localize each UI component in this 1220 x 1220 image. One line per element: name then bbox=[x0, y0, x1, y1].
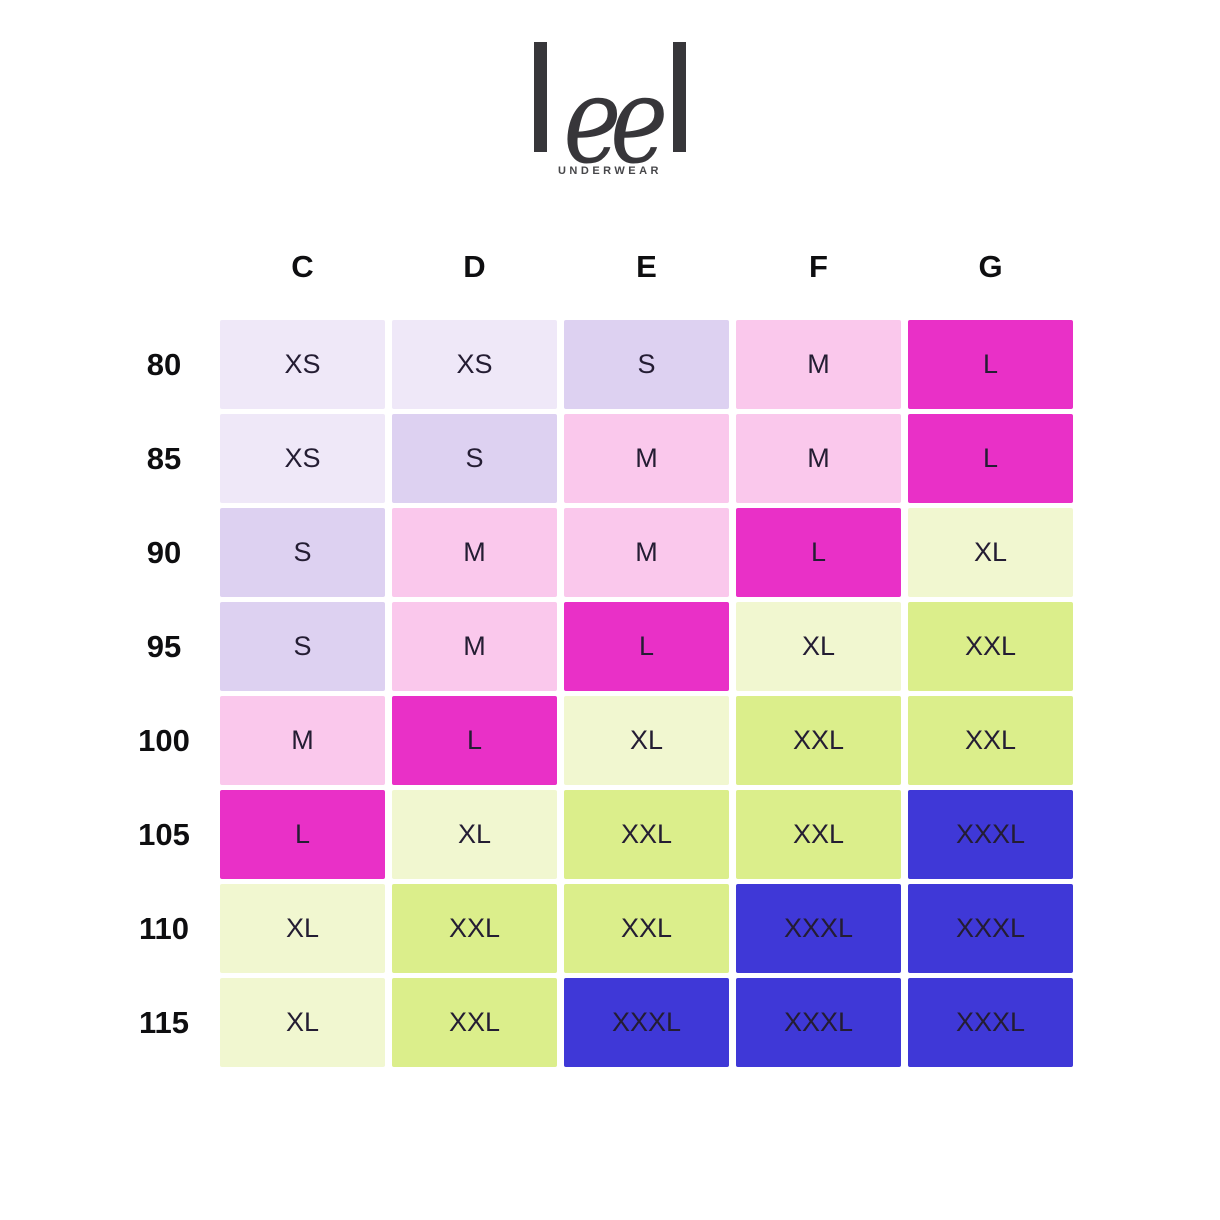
size-cell-80-g: L bbox=[908, 320, 1073, 409]
row-label-80: 80 bbox=[146, 346, 182, 382]
size-cell-90-f: L bbox=[736, 508, 901, 597]
size-cell-105-f: XXL bbox=[736, 790, 901, 879]
size-cell-85-d: S bbox=[392, 414, 557, 503]
size-cell-80-f: M bbox=[736, 320, 901, 409]
column-header-e: E bbox=[636, 248, 657, 284]
size-cell-100-e: XL bbox=[564, 696, 729, 785]
column-header-c: C bbox=[291, 248, 314, 284]
size-cell-105-c: L bbox=[220, 790, 385, 879]
size-cell-95-f: XL bbox=[736, 602, 901, 691]
size-chart: C D E F G 80 XS XS S M L 85 XS S M M L 90 S M M L XL 95 S M L XL XXL… bbox=[130, 240, 1073, 1067]
brand-tagline: UNDERWEAR bbox=[557, 165, 663, 177]
size-cell-90-c: S bbox=[220, 508, 385, 597]
size-cell-115-e: XXXL bbox=[564, 978, 729, 1067]
size-cell-90-e: M bbox=[564, 508, 729, 597]
chart-corner bbox=[130, 240, 213, 315]
size-cell-80-c: XS bbox=[220, 320, 385, 409]
size-cell-80-e: S bbox=[564, 320, 729, 409]
size-cell-115-g: XXXL bbox=[908, 978, 1073, 1067]
size-cell-95-d: M bbox=[392, 602, 557, 691]
column-header-g: G bbox=[978, 248, 1003, 284]
size-cell-85-g: L bbox=[908, 414, 1073, 503]
size-cell-100-f: XXL bbox=[736, 696, 901, 785]
size-cell-100-c: M bbox=[220, 696, 385, 785]
size-cell-100-g: XXL bbox=[908, 696, 1073, 785]
size-cell-105-d: XL bbox=[392, 790, 557, 879]
brand-header: ee UNDERWEAR bbox=[0, 42, 1220, 182]
size-cell-105-g: XXXL bbox=[908, 790, 1073, 879]
size-cell-105-e: XXL bbox=[564, 790, 729, 879]
size-cell-110-f: XXXL bbox=[736, 884, 901, 973]
row-label-100: 100 bbox=[138, 722, 190, 758]
size-cell-85-e: M bbox=[564, 414, 729, 503]
size-cell-110-g: XXXL bbox=[908, 884, 1073, 973]
size-cell-95-c: S bbox=[220, 602, 385, 691]
size-cell-115-f: XXXL bbox=[736, 978, 901, 1067]
size-cell-90-d: M bbox=[392, 508, 557, 597]
size-cell-90-g: XL bbox=[908, 508, 1073, 597]
size-cell-85-c: XS bbox=[220, 414, 385, 503]
size-cell-110-d: XXL bbox=[392, 884, 557, 973]
column-header-d: D bbox=[463, 248, 486, 284]
logo-letter-l-left bbox=[533, 42, 547, 152]
row-label-85: 85 bbox=[146, 440, 182, 476]
size-cell-100-d: L bbox=[392, 696, 557, 785]
brand-logo: ee bbox=[533, 42, 687, 182]
row-label-105: 105 bbox=[138, 816, 190, 852]
size-cell-95-g: XXL bbox=[908, 602, 1073, 691]
logo-letters-ee: ee bbox=[563, 52, 668, 191]
size-cell-110-c: XL bbox=[220, 884, 385, 973]
row-label-95: 95 bbox=[146, 628, 182, 664]
column-header-f: F bbox=[809, 248, 828, 284]
size-cell-110-e: XXL bbox=[564, 884, 729, 973]
size-cell-115-d: XXL bbox=[392, 978, 557, 1067]
size-cell-95-e: L bbox=[564, 602, 729, 691]
size-cell-85-f: M bbox=[736, 414, 901, 503]
size-cell-115-c: XL bbox=[220, 978, 385, 1067]
row-label-110: 110 bbox=[138, 910, 189, 946]
row-label-90: 90 bbox=[146, 534, 182, 570]
logo-letter-l-right bbox=[673, 42, 687, 152]
size-cell-80-d: XS bbox=[392, 320, 557, 409]
row-label-115: 115 bbox=[138, 1004, 189, 1040]
